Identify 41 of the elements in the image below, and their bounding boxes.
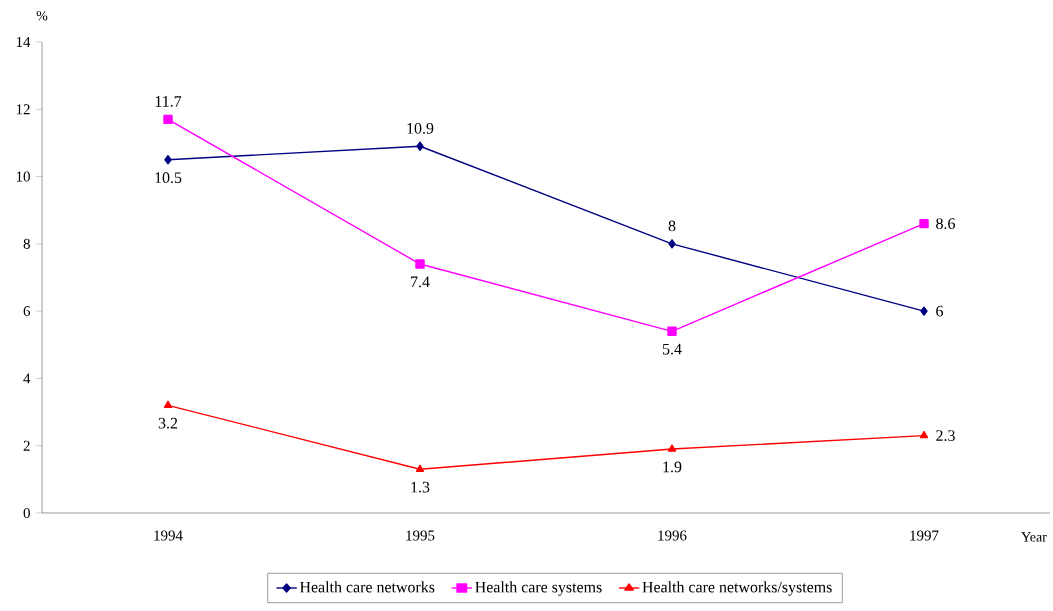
point xyxy=(164,155,172,165)
point xyxy=(919,218,929,229)
point xyxy=(415,464,425,472)
point xyxy=(667,444,677,452)
point xyxy=(415,259,425,269)
y-tick-label: 2 xyxy=(23,440,30,451)
legend-label: Health care networks xyxy=(299,581,435,593)
data-label: 6 xyxy=(936,305,944,317)
y-tick-label: 10 xyxy=(16,171,30,182)
legend-label: Health care systems xyxy=(475,581,602,596)
point xyxy=(668,239,676,249)
data-label: 2.3 xyxy=(936,430,955,441)
data-label: 5.4 xyxy=(662,343,682,355)
data-label: 10.5 xyxy=(155,172,182,184)
y-axis-title: % xyxy=(36,11,48,21)
y-tick-label: 6 xyxy=(23,306,31,317)
point xyxy=(163,400,173,409)
data-label: 1.9 xyxy=(663,461,682,473)
y-tick-label: 12 xyxy=(16,104,30,115)
x-axis-title: Year xyxy=(1021,532,1047,542)
y-tick-label: 4 xyxy=(23,373,31,384)
point xyxy=(920,306,928,316)
x-tick-label: 1997 xyxy=(910,530,939,541)
data-label: 7.4 xyxy=(411,276,430,288)
data-label: 11.7 xyxy=(155,96,182,107)
point xyxy=(667,326,677,337)
data-label: 10.9 xyxy=(407,122,434,134)
point xyxy=(416,141,424,151)
x-tick-label: 1994 xyxy=(154,530,183,541)
data-label: 1.3 xyxy=(411,481,430,493)
data-label: 3.2 xyxy=(158,417,178,429)
x-tick-label: 1996 xyxy=(658,530,687,541)
data-label: 8 xyxy=(668,220,676,232)
point xyxy=(163,114,173,125)
x-tick-label: 1995 xyxy=(406,530,435,541)
legend-label: Health care networks/systems xyxy=(642,581,832,596)
y-tick-label: 14 xyxy=(16,37,31,47)
data-label: 8.6 xyxy=(936,218,955,230)
y-tick-label: 0 xyxy=(23,507,30,519)
point xyxy=(919,430,929,439)
y-tick-label: 8 xyxy=(23,238,30,249)
